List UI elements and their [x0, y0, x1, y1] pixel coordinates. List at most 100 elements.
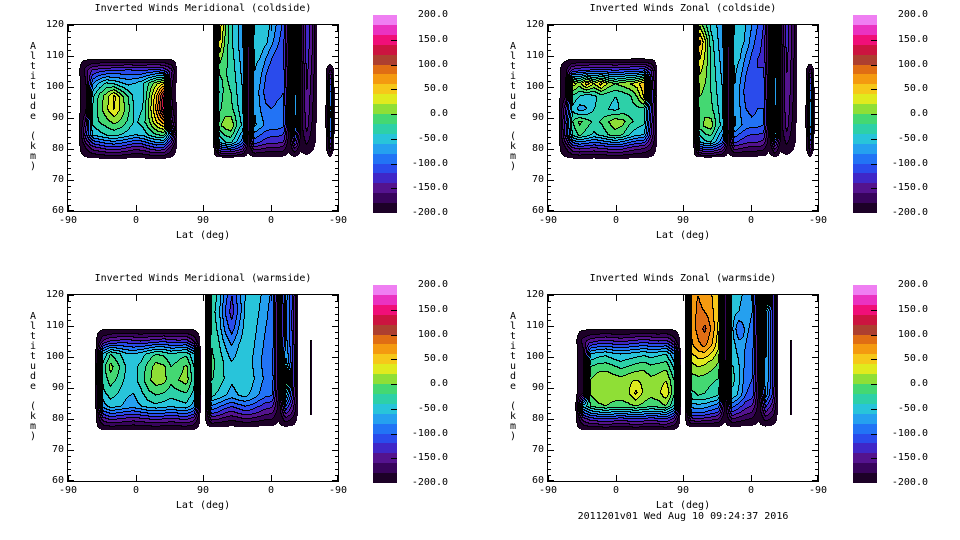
- colorbar-band: [853, 285, 877, 296]
- y-axis-tick: [68, 161, 71, 162]
- y-axis-tick: [68, 345, 71, 346]
- y-axis-tick-right: [335, 438, 338, 439]
- x-axis-tick: [683, 205, 684, 211]
- colorbar-tick: [871, 188, 877, 190]
- y-axis-tick-right: [335, 413, 338, 414]
- y-axis-label-char: (: [509, 401, 517, 412]
- x-axis-tick: [203, 205, 204, 211]
- colorbar-band: [373, 183, 397, 194]
- x-tick-label: -90: [328, 215, 348, 226]
- colorbar-tick-label: -100.0: [411, 157, 448, 169]
- y-axis-tick-right: [815, 31, 818, 32]
- y-axis-tick: [68, 431, 71, 432]
- colorbar-tick-label: -150.0: [891, 182, 928, 194]
- y-axis-tick: [548, 87, 554, 88]
- x-axis-tick-top: [337, 295, 338, 301]
- y-axis-tick: [548, 75, 551, 76]
- x-axis-tick-top: [817, 295, 818, 301]
- panel-title: Inverted Winds Meridional (warmside): [94, 273, 312, 284]
- y-axis-tick: [68, 407, 71, 408]
- colorbar-tick: [871, 359, 877, 361]
- y-axis-label-char: i: [29, 71, 37, 82]
- y-axis-tick: [68, 56, 74, 57]
- colorbar-tick-label: -50.0: [897, 132, 928, 144]
- y-axis-tick-right: [335, 469, 338, 470]
- colorbar-band: [373, 334, 397, 345]
- y-axis-tick: [68, 438, 71, 439]
- y-axis-tick: [68, 419, 74, 420]
- y-axis-tick: [68, 295, 74, 296]
- colorbar-band: [853, 433, 877, 444]
- y-axis-tick-right: [335, 407, 338, 408]
- y-axis-tick: [548, 444, 551, 445]
- colorbar-tick: [391, 458, 397, 460]
- colorbar-band: [373, 433, 397, 444]
- colorbar-tick-label: 50.0: [903, 353, 928, 365]
- y-axis-tick-right: [815, 363, 818, 364]
- colorbar-band: [373, 15, 397, 26]
- y-axis-tick-right: [332, 419, 338, 420]
- y-axis-tick: [68, 450, 74, 451]
- y-axis-label-char: ): [29, 161, 37, 172]
- colorbar-tick-label: 150.0: [417, 303, 448, 315]
- colorbar-band: [853, 74, 877, 85]
- y-axis-tick: [68, 75, 71, 76]
- y-axis-tick: [68, 413, 71, 414]
- y-tick-label: 110: [45, 50, 64, 61]
- y-axis-tick: [548, 475, 551, 476]
- colorbar-tick: [391, 64, 397, 66]
- colorbar-band: [853, 84, 877, 95]
- colorbar-band: [373, 64, 397, 75]
- y-tick-label: 80: [531, 143, 544, 154]
- colorbar-tick-label: -50.0: [417, 402, 448, 414]
- panel-meridional-coldside: Inverted Winds Meridional (coldside) -90…: [0, 0, 480, 270]
- y-axis-tick: [548, 369, 551, 370]
- y-axis-tick: [68, 475, 71, 476]
- y-axis-tick: [68, 186, 71, 187]
- y-tick-label: 70: [531, 444, 544, 455]
- colorbar-tick-label: -100.0: [891, 157, 928, 169]
- colorbar-band: [853, 64, 877, 75]
- x-axis-tick: [203, 475, 204, 481]
- y-axis-tick: [548, 161, 551, 162]
- y-axis-tick-right: [335, 345, 338, 346]
- run-id-timestamp: 2011201v01 Wed Aug 10 09:24:37 2016: [577, 511, 789, 522]
- y-axis-tick: [68, 357, 74, 358]
- y-axis-tick-right: [812, 149, 818, 150]
- colorbar-band: [373, 74, 397, 85]
- y-axis-tick-right: [812, 210, 818, 211]
- y-axis-label-char: t: [509, 61, 517, 72]
- y-axis-label-char: (: [29, 401, 37, 412]
- y-axis-tick: [548, 56, 554, 57]
- y-axis-label-char: i: [29, 341, 37, 352]
- y-axis-tick: [548, 112, 551, 113]
- y-axis-tick-right: [332, 118, 338, 119]
- y-axis-tick: [68, 174, 71, 175]
- colorbar-band: [853, 324, 877, 335]
- x-axis-tick: [68, 475, 69, 481]
- x-tick-label: -90: [538, 215, 558, 226]
- x-tick-label: 0: [267, 485, 275, 496]
- x-axis-tick: [817, 475, 818, 481]
- y-axis-tick: [68, 25, 74, 26]
- y-axis-tick-right: [815, 444, 818, 445]
- y-axis-tick: [68, 320, 71, 321]
- y-tick-label: 110: [525, 320, 544, 331]
- colorbar-band: [853, 114, 877, 125]
- y-axis-tick: [68, 31, 71, 32]
- colorbar-tick-label: 200.0: [897, 9, 928, 20]
- colorbar-tick-label: -150.0: [411, 182, 448, 194]
- colorbar-band: [853, 133, 877, 145]
- y-axis-tick-right: [332, 480, 338, 481]
- colorbar-band: [853, 54, 877, 65]
- colorbar-band: [373, 413, 397, 425]
- y-axis-tick-right: [335, 44, 338, 45]
- y-axis-tick-right: [332, 295, 338, 296]
- y-axis-tick: [548, 199, 551, 200]
- y-axis-tick: [548, 419, 554, 420]
- y-tick-label: 120: [45, 289, 64, 300]
- colorbar-band: [373, 324, 397, 335]
- colorbar-band: [373, 443, 397, 454]
- x-axis-tick: [751, 475, 752, 481]
- y-axis-tick-right: [815, 174, 818, 175]
